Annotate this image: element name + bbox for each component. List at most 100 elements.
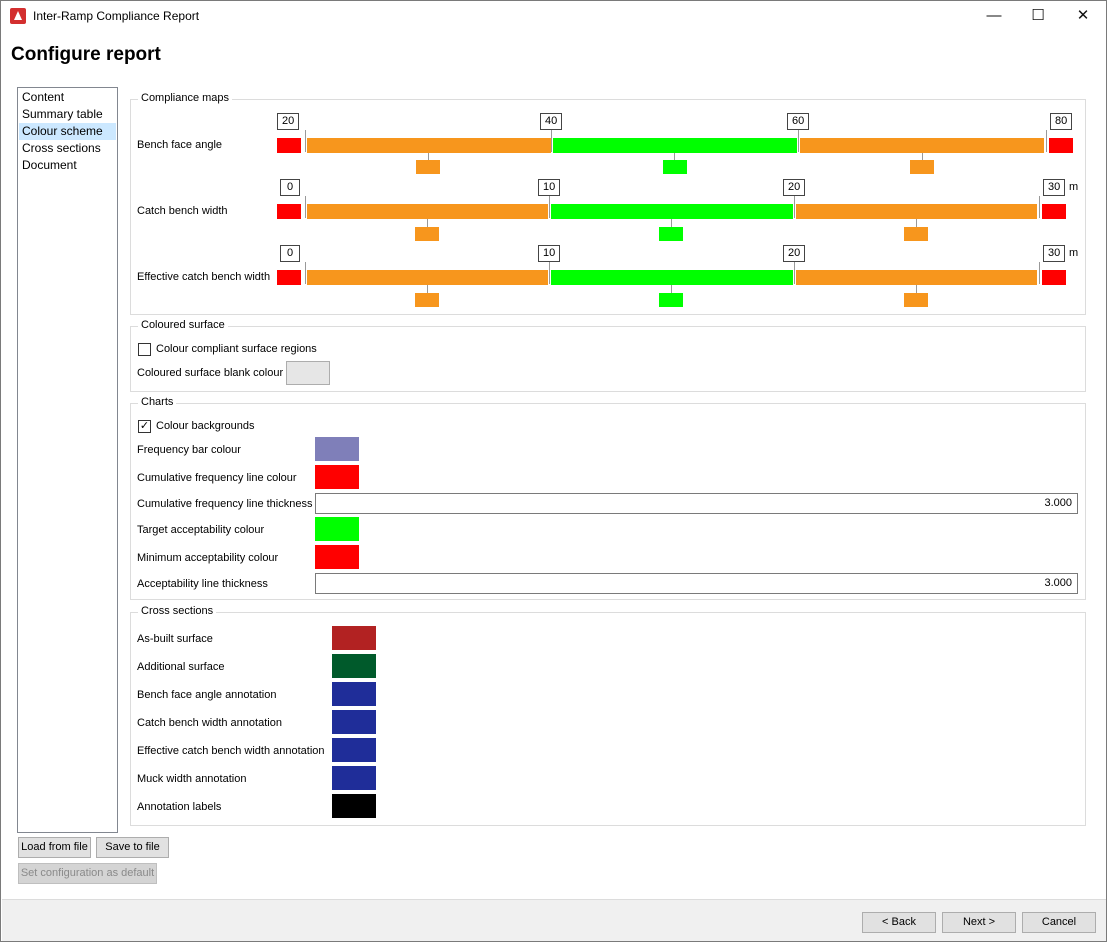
bench-face-angle-high-colour-handle[interactable]	[910, 160, 934, 174]
coloured-surface-group: Coloured surface	[130, 319, 1086, 392]
cumulative-line-thickness-input[interactable]: 3.000	[315, 493, 1078, 514]
effective-catch-bench-width-high-segment[interactable]	[796, 270, 1037, 285]
cumulative-line-colour-swatch[interactable]	[315, 465, 359, 489]
target-acceptability-colour-swatch[interactable]	[315, 517, 359, 541]
minimum-acceptability-colour-label: Minimum acceptability colour	[137, 552, 279, 564]
tick-marker	[1039, 262, 1040, 284]
tick-marker	[794, 262, 795, 284]
bench-face-angle-target-segment[interactable]	[553, 138, 797, 153]
catch-bench-width-tick-2[interactable]: 10	[538, 179, 561, 196]
acceptability-line-thickness-input[interactable]: 3.000	[315, 573, 1078, 594]
effective-catch-bench-width-high-colour-handle[interactable]	[904, 293, 928, 307]
tick-marker	[798, 130, 799, 152]
handle-stem	[427, 285, 428, 293]
bench-face-angle-low-colour-handle[interactable]	[416, 160, 440, 174]
muck-width-annotation-swatch[interactable]	[332, 766, 376, 790]
handle-stem	[428, 153, 429, 160]
catch-bench-width-unit: m	[1069, 181, 1079, 193]
colour-compliant-regions-checkbox[interactable]	[138, 343, 151, 356]
handle-stem	[916, 219, 917, 227]
effective-catch-bench-width-target-colour-handle[interactable]	[659, 293, 683, 307]
close-button[interactable]: ✕	[1076, 7, 1090, 24]
bench-face-angle-tick-2[interactable]: 40	[540, 113, 563, 130]
handle-stem	[671, 285, 672, 293]
bench-face-angle-low-segment[interactable]	[307, 138, 551, 153]
bench-face-angle-annotation-swatch[interactable]	[332, 682, 376, 706]
tick-marker	[305, 130, 306, 152]
effective-catch-bench-width-tick-2[interactable]: 10	[538, 245, 561, 262]
bench-face-angle-high-segment[interactable]	[800, 138, 1044, 153]
frequency-bar-colour-swatch[interactable]	[315, 437, 359, 461]
catch-bench-width-target-colour-handle[interactable]	[659, 227, 683, 241]
additional-surface-swatch[interactable]	[332, 654, 376, 678]
bench-face-angle-tick-3[interactable]: 60	[787, 113, 810, 130]
effective-catch-bench-width-low-colour-handle[interactable]	[415, 293, 439, 307]
catch-bench-width-tick-4[interactable]: 30	[1043, 179, 1066, 196]
effective-catch-bench-width-tick-3[interactable]: 20	[783, 245, 806, 262]
catch-bench-width-above-max-segment[interactable]	[1042, 204, 1066, 219]
back-button[interactable]: < Back	[862, 912, 936, 933]
frequency-bar-colour-label: Frequency bar colour	[137, 444, 241, 456]
bench-face-angle-below-min-segment[interactable]	[277, 138, 301, 153]
minimize-button[interactable]: —	[986, 7, 1002, 24]
catch-bench-width-target-segment[interactable]	[551, 204, 793, 219]
catch-bench-width-high-segment[interactable]	[796, 204, 1037, 219]
effective-catch-bench-width-annotation-swatch[interactable]	[332, 738, 376, 762]
title-bar: Inter-Ramp Compliance Report — ☐ ✕	[1, 1, 1106, 32]
catch-bench-width-tick-3[interactable]: 20	[783, 179, 806, 196]
bench-face-angle-tick-1[interactable]: 20	[277, 113, 300, 130]
colour-compliant-regions-label[interactable]: Colour compliant surface regions	[156, 343, 317, 355]
maximize-button[interactable]: ☐	[1031, 7, 1045, 24]
set-default-button[interactable]: Set configuration as default	[18, 863, 157, 884]
catch-bench-width-tick-1[interactable]: 0	[280, 179, 300, 196]
page-title: Configure report	[11, 44, 161, 65]
bench-face-angle-above-max-segment[interactable]	[1049, 138, 1073, 153]
cumulative-line-thickness-label: Cumulative frequency line thickness	[137, 498, 313, 510]
tick-marker	[551, 130, 552, 152]
catch-bench-width-low-colour-handle[interactable]	[415, 227, 439, 241]
tick-marker	[794, 196, 795, 218]
nav-item-content[interactable]: Content	[22, 90, 65, 104]
effective-catch-bench-width-tick-4[interactable]: 30	[1043, 245, 1066, 262]
effective-catch-bench-width-below-min-segment[interactable]	[277, 270, 301, 285]
catch-bench-width-label: Catch bench width	[137, 205, 228, 217]
catch-bench-width-low-segment[interactable]	[307, 204, 548, 219]
annotation-labels-swatch[interactable]	[332, 794, 376, 818]
effective-catch-bench-width-target-segment[interactable]	[551, 270, 793, 285]
as-built-surface-label: As-built surface	[137, 633, 213, 645]
as-built-surface-swatch[interactable]	[332, 626, 376, 650]
bench-face-angle-target-colour-handle[interactable]	[663, 160, 687, 174]
minimum-acceptability-colour-swatch[interactable]	[315, 545, 359, 569]
blank-colour-swatch[interactable]	[286, 361, 330, 385]
cumulative-line-colour-label: Cumulative frequency line colour	[137, 472, 297, 484]
effective-catch-bench-width-low-segment[interactable]	[307, 270, 548, 285]
nav-item-summary-table[interactable]: Summary table	[22, 107, 103, 121]
cross-sections-title: Cross sections	[138, 605, 217, 617]
window-title: Inter-Ramp Compliance Report	[33, 9, 200, 23]
nav-item-cross-sections[interactable]: Cross sections	[22, 141, 101, 155]
colour-backgrounds-label[interactable]: Colour backgrounds	[156, 420, 255, 432]
next-button[interactable]: Next >	[942, 912, 1016, 933]
load-from-file-button[interactable]: Load from file	[18, 837, 91, 858]
section-nav-list[interactable]: Content Summary table Colour scheme Cros…	[17, 87, 118, 833]
bench-face-angle-tick-4[interactable]: 80	[1050, 113, 1073, 130]
target-acceptability-colour-label: Target acceptability colour	[137, 524, 265, 536]
effective-catch-bench-width-tick-1[interactable]: 0	[280, 245, 300, 262]
compliance-maps-group: Compliance maps	[130, 92, 1086, 315]
coloured-surface-title: Coloured surface	[138, 319, 228, 331]
nav-item-colour-scheme[interactable]: Colour scheme	[19, 123, 116, 140]
catch-bench-width-high-colour-handle[interactable]	[904, 227, 928, 241]
tick-marker	[305, 262, 306, 284]
effective-catch-bench-width-above-max-segment[interactable]	[1042, 270, 1066, 285]
annotation-labels-label: Annotation labels	[137, 801, 222, 813]
handle-stem	[916, 285, 917, 293]
save-to-file-button[interactable]: Save to file	[96, 837, 169, 858]
catch-bench-width-annotation-swatch[interactable]	[332, 710, 376, 734]
catch-bench-width-below-min-segment[interactable]	[277, 204, 301, 219]
tick-marker	[549, 262, 550, 284]
app-logo-icon	[10, 8, 26, 24]
cancel-button[interactable]: Cancel	[1022, 912, 1096, 933]
tick-marker	[305, 196, 306, 218]
nav-item-document[interactable]: Document	[22, 158, 77, 172]
colour-backgrounds-checkbox[interactable]: ✓	[138, 420, 151, 433]
